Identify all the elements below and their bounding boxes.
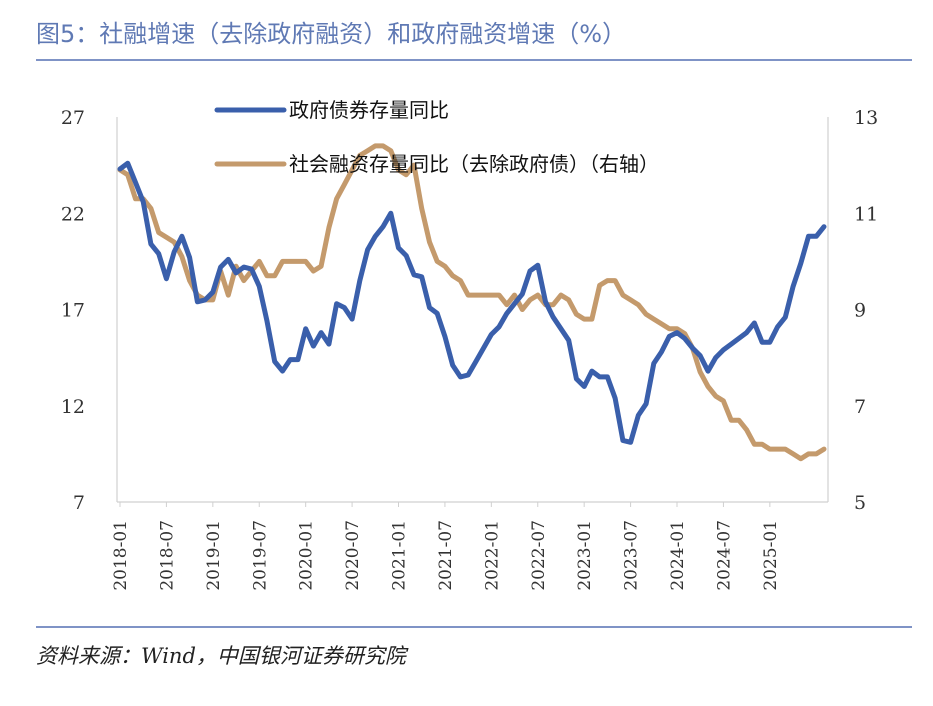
x-tick-label: 2022-01 <box>482 520 502 591</box>
left-tick-label: 17 <box>61 300 85 322</box>
left-tick-label: 7 <box>73 492 85 514</box>
title-divider <box>36 59 912 61</box>
x-tick-label: 2020-07 <box>343 520 363 591</box>
x-tick-label: 2024-07 <box>714 520 734 591</box>
right-tick-label: 9 <box>854 300 866 322</box>
source-divider <box>36 626 912 628</box>
x-tick-label: 2021-01 <box>390 520 410 591</box>
x-tick-label: 2022-07 <box>529 520 549 591</box>
chart-axes <box>116 117 829 503</box>
x-tick-label: 2020-01 <box>297 520 317 591</box>
right-tick-label: 13 <box>854 107 878 129</box>
x-tick-label: 2021-07 <box>436 520 456 591</box>
right-tick-label: 5 <box>854 492 866 514</box>
x-tick-label: 2019-07 <box>250 520 270 591</box>
legend-label-gov: 政府债券存量同比 <box>289 98 449 122</box>
right-tick-label: 11 <box>854 203 878 225</box>
left-tick-label: 22 <box>61 203 85 225</box>
x-tick-label: 2018-01 <box>111 520 131 591</box>
x-tick-label: 2018-07 <box>157 520 177 591</box>
x-tick-label: 2023-01 <box>575 520 595 591</box>
left-tick-label: 12 <box>61 396 85 418</box>
legend-label-social: 社会融资存量同比（去除政府债）（右轴） <box>289 152 659 176</box>
x-tick-label: 2025-01 <box>761 520 781 591</box>
social-financing-line <box>117 143 827 462</box>
left-tick-label: 27 <box>61 107 85 129</box>
axis-ticks: 27 22 17 12 7 13 11 9 7 5 2018-01 2018-07 2019-01 201… <box>61 107 878 591</box>
right-tick-label: 7 <box>854 396 866 418</box>
chart-series <box>117 143 827 462</box>
chart-title: 图5：社融增速（去除政府融资）和政府融资增速（%） <box>36 20 627 48</box>
source-note: 资料来源：Wind，中国银河证券研究院 <box>36 644 406 668</box>
x-tick-label: 2019-01 <box>204 520 224 591</box>
government-bond-line <box>117 160 827 445</box>
x-tick-label: 2024-01 <box>668 520 688 591</box>
x-tick-label: 2023-07 <box>622 520 642 591</box>
